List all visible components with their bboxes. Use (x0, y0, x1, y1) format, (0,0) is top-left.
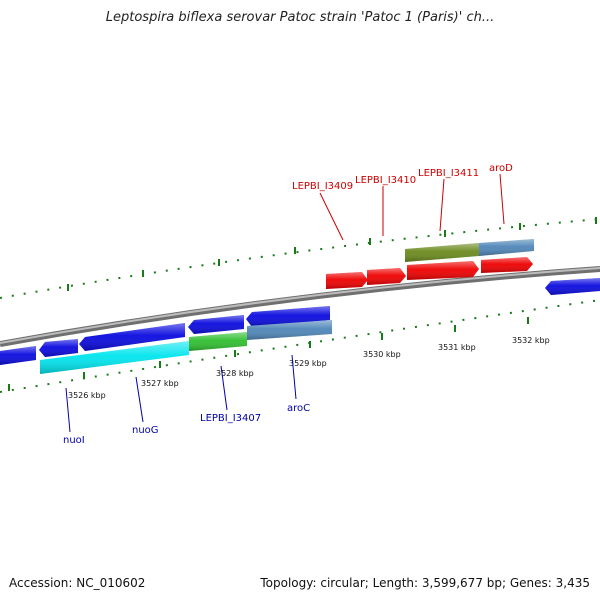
gene-label-nuoi[interactable]: nuoI (63, 435, 85, 446)
feature-bar-steel[interactable] (479, 239, 534, 256)
gene-lepbi-i3407[interactable] (188, 315, 244, 334)
gene-reverse-edge-left[interactable] (0, 346, 36, 365)
feature-bar-cyan[interactable] (40, 341, 189, 374)
footer-genome-stats: Topology: circular; Length: 3,599,677 bp… (260, 576, 590, 590)
scale-track-upper-ticks (67, 217, 597, 291)
feature-bar-green[interactable] (189, 332, 247, 351)
scale-label-3532: 3532 kbp (512, 336, 550, 345)
gene-label-arod[interactable]: aroD (489, 163, 513, 174)
feature-bar-steel-lower[interactable] (247, 320, 332, 340)
scale-track-lower-ticks (8, 317, 529, 391)
reverse-label-leaders (65, 354, 297, 433)
scale-label-3527: 3527 kbp (141, 379, 179, 388)
scale-label-3531: 3531 kbp (438, 343, 476, 352)
map-title: Leptospira biflexa serovar Patoc strain … (105, 10, 495, 25)
scale-label-3530: 3530 kbp (363, 350, 401, 359)
gene-arod[interactable] (481, 257, 533, 273)
scale-label-3529: 3529 kbp (289, 359, 327, 368)
gene-label-lepbi-i3410[interactable]: LEPBI_I3410 (355, 175, 416, 186)
scale-label-3528: 3528 kbp (216, 369, 254, 378)
gene-reverse-edge-right[interactable] (545, 278, 600, 295)
gene-label-lepbi-i3407[interactable]: LEPBI_I3407 (200, 413, 261, 424)
gene-label-nuog[interactable]: nuoG (132, 425, 159, 436)
footer-accession: Accession: NC_010602 (9, 576, 146, 590)
gene-lepbi-i3410[interactable] (367, 268, 406, 285)
gene-nuoi[interactable] (39, 339, 78, 357)
gene-label-lepbi-i3409[interactable]: LEPBI_I3409 (292, 181, 353, 192)
forward-label-leaders (319, 173, 505, 241)
gene-lepbi-i3411[interactable] (407, 261, 479, 280)
gene-label-aroc[interactable]: aroC (287, 403, 310, 414)
feature-bar-olive[interactable] (405, 243, 479, 262)
gene-label-lepbi-i3411[interactable]: LEPBI_I3411 (418, 168, 479, 179)
gene-nuog[interactable] (79, 323, 185, 351)
scale-label-3526: 3526 kbp (68, 391, 106, 400)
gene-lepbi-i3409[interactable] (326, 272, 368, 289)
scale-track-upper (0, 218, 600, 299)
